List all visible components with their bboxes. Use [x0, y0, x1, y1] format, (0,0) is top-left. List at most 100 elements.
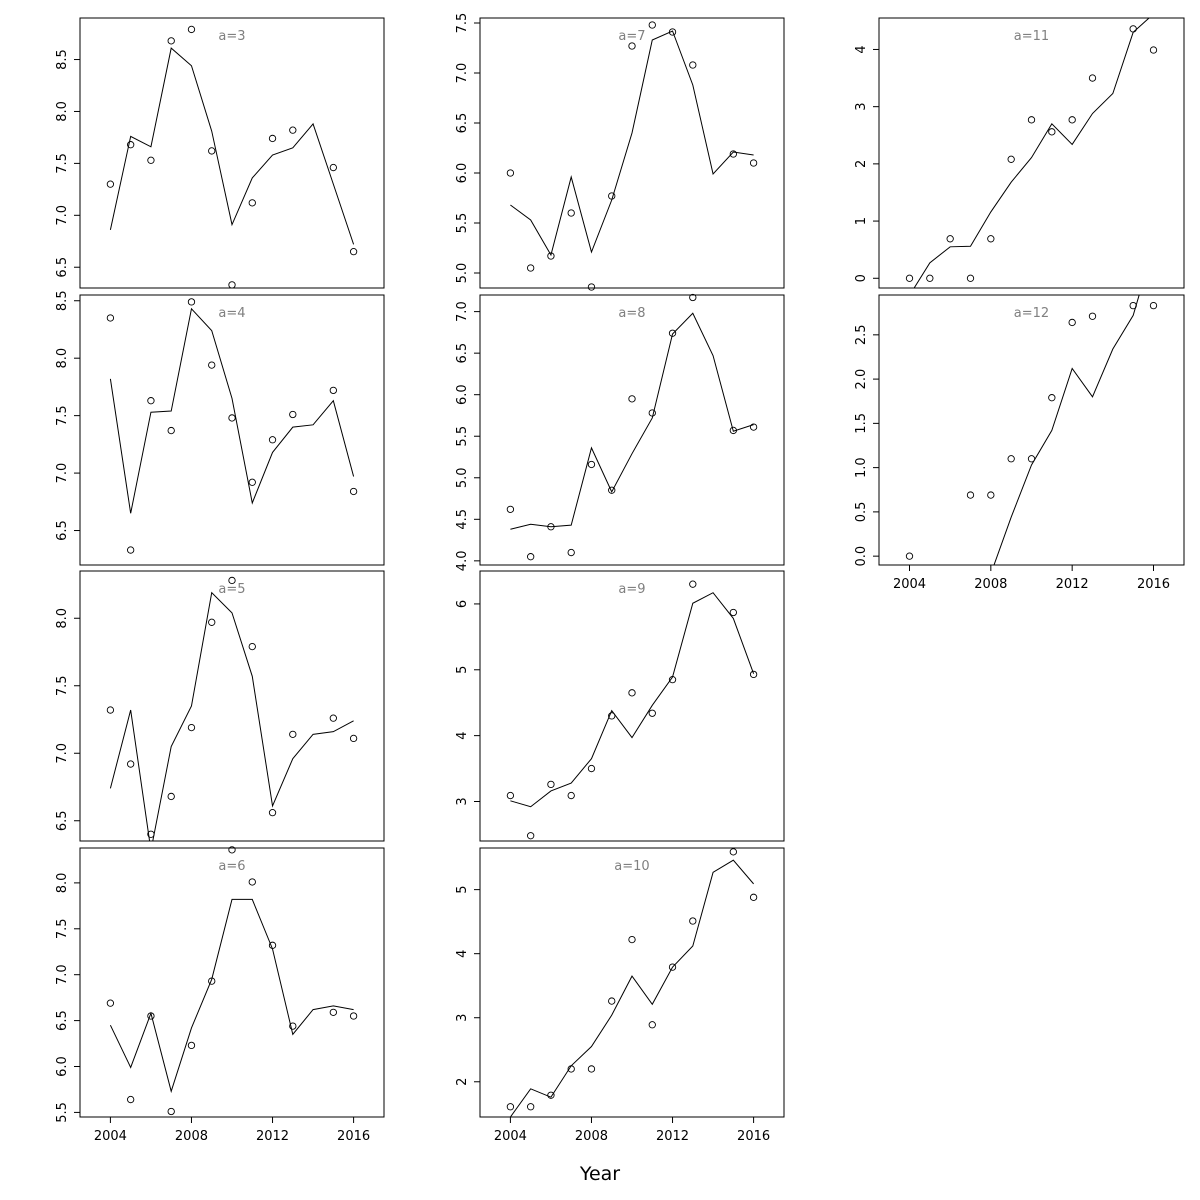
observed-point: [506, 169, 515, 177]
observed-point: [127, 141, 135, 149]
observed-point: [689, 61, 697, 69]
observed-point: [729, 150, 737, 158]
y-tick-label: 7.0: [55, 463, 70, 484]
observed-point: [946, 235, 954, 243]
panel-frame: [79, 847, 385, 1118]
observed-point: [248, 642, 256, 651]
observed-point: [628, 395, 636, 403]
observed-point: [228, 414, 236, 422]
panel-frame: [79, 294, 385, 566]
observed-point: [106, 706, 115, 714]
observed-point: [1129, 25, 1137, 33]
observed-point: [587, 283, 596, 291]
panel-frame: [79, 17, 385, 289]
observed-point: [608, 712, 616, 720]
observed-point: [628, 689, 636, 697]
observed-point: [228, 846, 236, 854]
x-tick-label: 2012: [256, 1129, 289, 1144]
x-tick-label: 2008: [175, 1129, 208, 1144]
observed-point: [106, 180, 115, 188]
panel-label: a=12: [1014, 306, 1049, 321]
y-tick-label: 8.0: [55, 101, 70, 122]
panel-label: a=5: [218, 582, 245, 597]
observed-point: [329, 1008, 337, 1016]
observed-point: [987, 235, 995, 243]
observed-point: [1027, 455, 1036, 463]
observed-point: [187, 1041, 196, 1050]
y-tick-label: 7.5: [55, 153, 70, 174]
observed-point: [729, 426, 737, 435]
y-tick-label: 5.5: [455, 426, 470, 447]
panel-a-10: a=10 2 3 4 5 2004 2008 2012 2016: [455, 847, 785, 1144]
observed-point: [147, 397, 155, 405]
observed-point: [587, 460, 596, 469]
observed-point: [127, 1095, 135, 1104]
y-tick-label: 7.5: [55, 405, 70, 426]
observed-point: [668, 329, 677, 337]
observed-point: [248, 199, 256, 207]
observed-point: [349, 487, 358, 496]
y-tick-label: 5.0: [455, 263, 470, 284]
observed-point: [1149, 46, 1158, 54]
panel-label: a=4: [218, 306, 245, 321]
observed-point: [248, 878, 256, 886]
x-tick-label: 2004: [94, 1129, 127, 1144]
observed-point: [1068, 116, 1076, 124]
observed-point: [689, 917, 697, 925]
observed-point: [987, 491, 995, 499]
fitted-series-line: [510, 312, 754, 530]
observed-point: [608, 192, 616, 200]
panel-frame: [79, 570, 385, 842]
observed-point: [1048, 394, 1056, 402]
y-tick-label: 7.0: [455, 63, 470, 84]
y-tick-label: 3: [455, 797, 470, 805]
panel-a-9: a=9 3 4 5 6: [455, 570, 785, 842]
observed-point: [547, 1091, 555, 1099]
y-tick-label: 0.0: [854, 546, 869, 567]
panel-a-11: a=11 0 1 2 3 4: [854, 17, 1185, 289]
panel-a-4: a=4 6.5 7.0 7.5 8.0 8.5: [55, 290, 385, 566]
x-tick-label: 2012: [1056, 577, 1089, 592]
observed-point: [1048, 128, 1056, 136]
observed-point: [1088, 74, 1097, 82]
panel-frame: [479, 17, 785, 289]
observed-point: [668, 963, 677, 971]
observed-point: [187, 298, 196, 306]
y-tick-label: 4.0: [455, 551, 470, 572]
observed-point: [1149, 301, 1158, 310]
y-tick-label: 2: [455, 1078, 470, 1086]
observed-point: [1129, 301, 1137, 310]
panel-label: a=8: [618, 306, 645, 321]
observed-point: [966, 491, 975, 499]
y-tick-label: 6.5: [455, 113, 470, 134]
observed-point: [749, 159, 758, 167]
observed-point: [628, 935, 636, 944]
observed-point: [289, 730, 297, 738]
observed-point: [689, 580, 697, 588]
fitted-series-line: [109, 591, 354, 841]
y-tick-label: 4: [455, 950, 470, 958]
observed-point: [506, 791, 515, 800]
observed-point: [547, 252, 555, 260]
y-tick-label: 5.0: [455, 467, 470, 488]
y-tick-label: 5.5: [455, 213, 470, 234]
observed-point: [689, 293, 697, 302]
observed-point: [289, 410, 297, 419]
y-tick-label: 7.5: [55, 675, 70, 696]
y-tick-label: 3: [854, 103, 869, 111]
panel-frame: [479, 847, 785, 1118]
observed-point: [527, 264, 535, 272]
observed-point: [648, 21, 656, 29]
y-tick-label: 1.5: [854, 413, 869, 434]
y-tick-label: 0.5: [854, 502, 869, 523]
y-tick-label: 1.0: [854, 457, 869, 478]
panel-label: a=6: [218, 859, 245, 874]
observed-point: [1007, 155, 1015, 163]
y-tick-label: 1: [854, 217, 869, 225]
observed-point: [248, 478, 256, 486]
y-tick-label: 2.5: [854, 324, 869, 345]
y-tick-label: 6.0: [455, 163, 470, 184]
observed-point: [147, 156, 155, 164]
x-tick-label: 2016: [1137, 577, 1170, 592]
observed-point: [547, 523, 555, 531]
